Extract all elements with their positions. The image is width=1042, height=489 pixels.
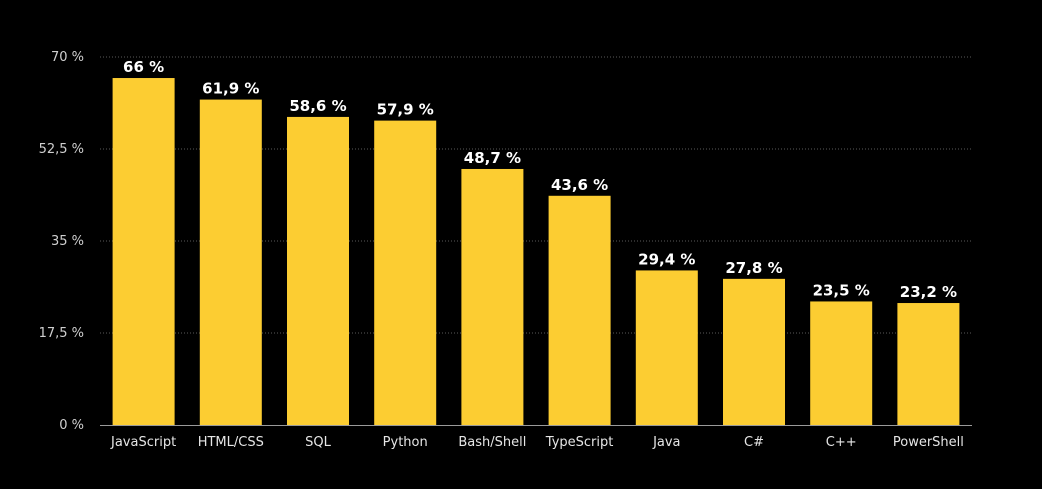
data-label: 66 % — [123, 58, 164, 76]
data-label: 58,6 % — [289, 97, 346, 115]
x-tick-label: Java — [652, 435, 680, 450]
x-tick-label: PowerShell — [893, 435, 964, 450]
bar — [199, 99, 262, 425]
x-tick-label: HTML/CSS — [198, 435, 264, 450]
y-tick-label: 17,5 % — [39, 326, 84, 341]
x-tick-label: JavaScript — [110, 435, 176, 450]
bar — [635, 270, 698, 425]
y-tick-label: 35 % — [51, 234, 84, 249]
data-label: 43,6 % — [551, 176, 608, 194]
bar — [810, 301, 873, 425]
x-tick-label: TypeScript — [545, 435, 614, 450]
x-tick-label: C++ — [826, 435, 857, 450]
y-tick-label: 52,5 % — [39, 142, 84, 157]
data-label: 57,9 % — [377, 101, 434, 119]
y-axis-ticks: 0 % 17,5 % 35 % 52,5 % 70 % — [39, 50, 84, 433]
data-label: 27,8 % — [725, 259, 782, 277]
x-tick-label: Python — [383, 435, 428, 450]
bar — [374, 120, 437, 426]
bar — [897, 303, 960, 425]
data-label: 61,9 % — [202, 80, 259, 98]
x-tick-label: SQL — [305, 435, 331, 450]
data-label: 23,2 % — [900, 283, 957, 301]
data-label: 48,7 % — [464, 149, 521, 167]
x-tick-label: C# — [744, 435, 764, 450]
y-tick-label: 0 % — [59, 418, 84, 433]
bar — [287, 116, 349, 425]
data-label: 23,5 % — [813, 281, 870, 299]
data-label: 29,4 % — [638, 250, 695, 268]
x-axis-ticks: JavaScript HTML/CSS SQL Python Bash/Shell Typ… — [110, 435, 964, 450]
bar — [112, 78, 175, 426]
x-tick-label: Bash/Shell — [458, 435, 526, 450]
data-labels: 66 % 61,9 % 58,6 % 57,9 % 48,7 % 43,6 % 29,4 %… — [123, 58, 957, 301]
bars — [112, 78, 960, 426]
bar — [548, 195, 611, 425]
bar — [723, 278, 785, 425]
y-tick-label: 70 % — [51, 50, 84, 65]
bar — [461, 168, 524, 425]
